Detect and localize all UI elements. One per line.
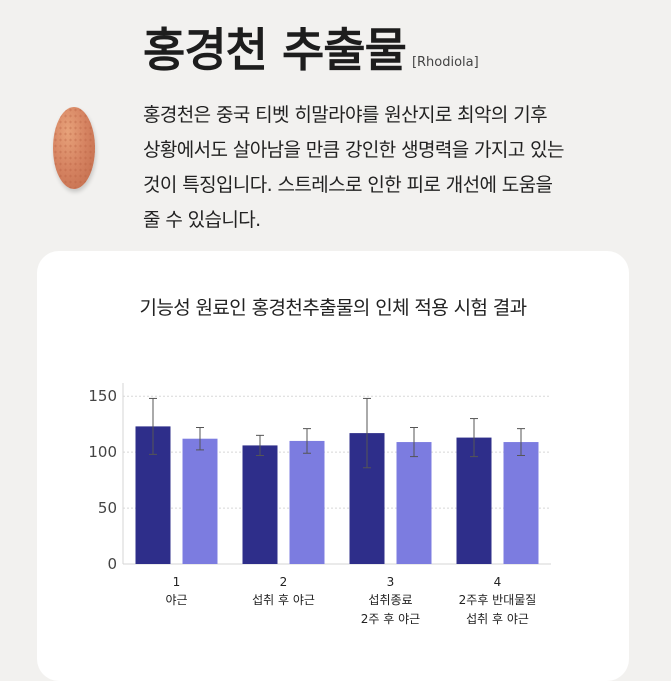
x-tick-label: 2주 후 야근 [361, 612, 420, 626]
x-tick-label: 섭취 후 야근 [466, 612, 529, 626]
x-tick-number: 4 [494, 575, 502, 589]
x-tick-label: 2주후 반대물질 [459, 593, 537, 607]
x-tick-number: 2 [280, 575, 288, 589]
description-line: 줄 수 있습니다. [143, 209, 261, 231]
x-tick-label: 섭취 후 야근 [252, 593, 315, 607]
bar-chart: 0 50 100 150 1 야근 2 섭취 후 야근 3 섭취종료 2주 후 야근 4 2주후 반대물… [88, 383, 551, 626]
description-line: 것이 특징입니다. 스트레스로 인한 피로 개선에 도움을 [143, 174, 553, 196]
bar [503, 442, 539, 564]
bar [456, 437, 492, 564]
bar [182, 438, 218, 564]
y-tick-label: 50 [98, 499, 117, 517]
chart-card: 기능성 원료인 홍경천추출물의 인체 적용 시험 결과 0 50 100 150 1 야근… [37, 251, 629, 681]
page-title: 홍경천 추출물 [143, 23, 407, 77]
description-line: 상황에서도 살아남을 만큼 강인한 생명력을 가지고 있는 [143, 139, 564, 161]
x-tick-label: 섭취종료 [368, 593, 412, 607]
page-subtitle: [Rhodiola] [411, 55, 479, 70]
x-tick-number: 1 [173, 575, 181, 589]
description: 홍경천은 중국 티벳 히말라야를 원산지로 최악의 기후 상황에서도 살아남을 … [143, 98, 643, 238]
rhodiola-pill-image [53, 107, 95, 189]
bar [396, 442, 432, 564]
header: 홍경천 추출물 [Rhodiola] [143, 22, 479, 78]
bar [289, 440, 325, 564]
x-tick-label: 야근 [165, 593, 187, 607]
y-tick-label: 150 [88, 387, 117, 405]
x-tick-number: 3 [387, 575, 395, 589]
y-tick-label: 0 [107, 555, 117, 573]
description-line: 홍경천은 중국 티벳 히말라야를 원산지로 최악의 기후 [143, 104, 548, 126]
bar [242, 445, 278, 564]
chart-title: 기능성 원료인 홍경천추출물의 인체 적용 시험 결과 [139, 297, 527, 319]
y-tick-label: 100 [88, 443, 117, 461]
